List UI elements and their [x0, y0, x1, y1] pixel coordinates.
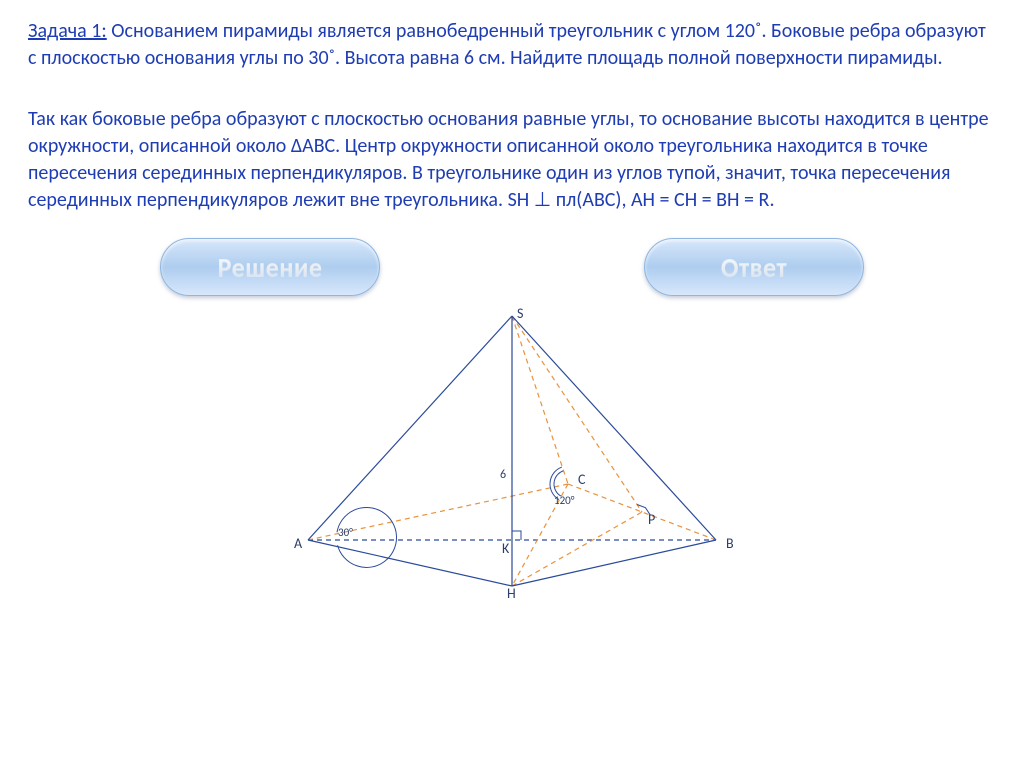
diagram-svg: S A B C H K P 6 120° 30°: [252, 308, 772, 598]
svg-text:120°: 120°: [554, 494, 575, 507]
solve-button-label: Решение: [218, 251, 323, 283]
pyramid-diagram: S A B C H K P 6 120° 30°: [252, 308, 772, 598]
answer-button-label: Ответ: [721, 251, 787, 283]
solve-button[interactable]: Решение: [160, 238, 380, 296]
svg-text:S: S: [517, 308, 523, 322]
svg-text:P: P: [648, 511, 655, 528]
svg-text:6: 6: [500, 468, 506, 482]
svg-text:B: B: [726, 535, 734, 552]
answer-button[interactable]: Ответ: [644, 238, 864, 296]
explanation-text: Так как боковые ребра образуют с плоскос…: [28, 106, 996, 214]
button-row: Решение Ответ: [28, 238, 996, 296]
svg-text:30°: 30°: [338, 526, 353, 539]
problem-body: Основанием пирамиды является равнобедрен…: [28, 19, 986, 70]
svg-text:C: C: [578, 471, 586, 488]
svg-text:K: K: [502, 540, 510, 557]
svg-text:H: H: [507, 585, 516, 598]
problem-text: Задача 1: Основанием пирамиды является р…: [28, 18, 996, 72]
svg-text:A: A: [294, 535, 303, 552]
problem-label: Задача 1:: [28, 19, 107, 43]
